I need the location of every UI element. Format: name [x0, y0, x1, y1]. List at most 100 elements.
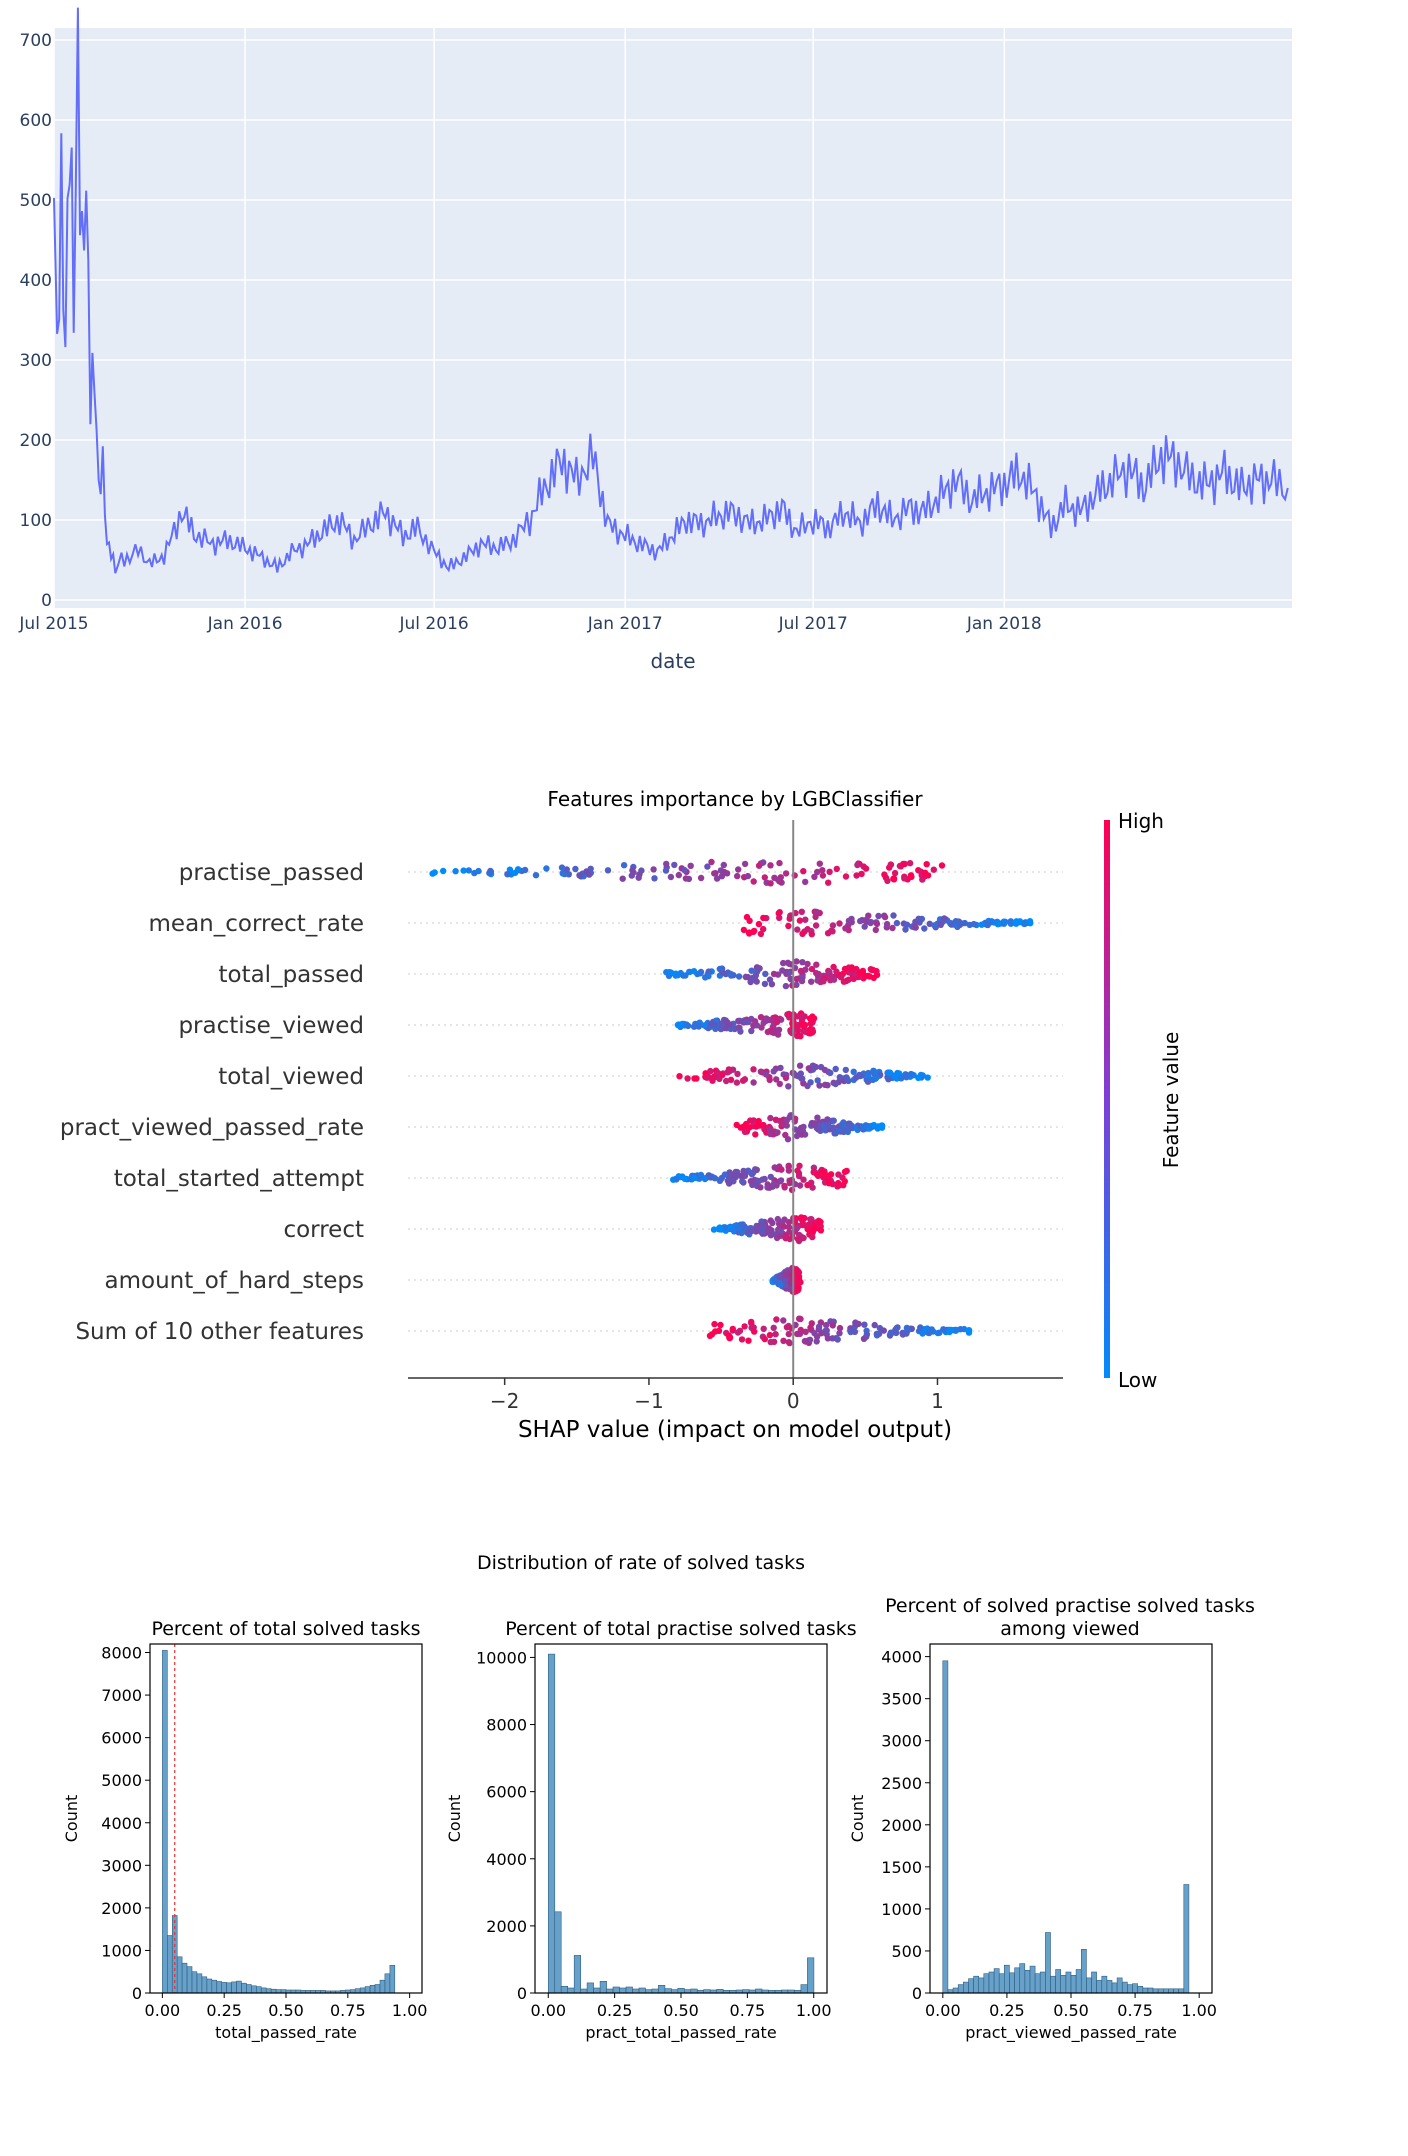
hist-bar — [176, 1956, 183, 1994]
y-tick-label: 8000 — [486, 1716, 527, 1735]
shap-chart: Features importance by LGBClassifier pra… — [60, 787, 1183, 1443]
hist-bar — [231, 1981, 237, 1994]
feature-label: practise_viewed — [178, 1013, 364, 1039]
shap-point — [808, 965, 816, 973]
y-tick-label: 1000 — [101, 1941, 142, 1960]
shap-point — [836, 920, 843, 927]
hist-bar — [1039, 1971, 1046, 1994]
shap-point — [912, 924, 919, 931]
hist-bar — [369, 1984, 376, 1994]
hist-bar — [1173, 1988, 1179, 1994]
shap-point — [830, 1117, 837, 1124]
hist-bar — [1024, 1969, 1031, 1994]
x-tick-label: 0.50 — [663, 2001, 699, 2020]
hist-bar — [374, 1984, 381, 1994]
hist-bar — [677, 1987, 685, 1994]
colorbar — [1104, 820, 1110, 1378]
shap-point — [799, 1221, 807, 1229]
y-tick-label: 2000 — [101, 1899, 142, 1918]
shap-point — [857, 1072, 864, 1080]
shap-point — [770, 1324, 777, 1331]
shap-point — [787, 912, 794, 920]
hist-bar — [1101, 1975, 1108, 1994]
hist-bar — [599, 1980, 607, 1994]
line-chart-panel: 0 100 200 300 400 500 600 700 Jul 2015 Jan 2016 J… — [0, 0, 1408, 700]
shap-point — [873, 1330, 880, 1338]
x-axis-label: pract_viewed_passed_rate — [965, 2023, 1177, 2043]
shap-point — [875, 912, 882, 920]
hist-bar — [957, 1984, 964, 1994]
hist-bar — [359, 1987, 366, 1994]
x-tick-label: 1 — [931, 1389, 944, 1413]
shap-point — [760, 1325, 767, 1332]
shap-point — [543, 865, 550, 872]
y-tick-label: 200 — [20, 431, 52, 451]
shap-point — [777, 1281, 784, 1288]
hist-bar — [1152, 1988, 1159, 1994]
shap-point — [773, 1316, 780, 1323]
shap-point — [681, 1175, 689, 1182]
subplot-title-line-1: Percent of solved practise solved tasks — [885, 1595, 1255, 1617]
shap-point — [889, 924, 896, 932]
shap-point — [860, 1123, 867, 1130]
shap-point — [697, 1171, 705, 1179]
hist-bar — [162, 1650, 168, 1994]
shap-point — [452, 868, 459, 875]
shap-point — [908, 1071, 915, 1078]
shap-point — [885, 1076, 892, 1083]
shap-point — [842, 925, 849, 932]
shap-point — [843, 1167, 850, 1175]
shap-point — [716, 965, 723, 973]
shap-point — [723, 870, 731, 877]
shap-point — [697, 874, 705, 882]
shap-point — [460, 867, 467, 874]
shap-point — [702, 974, 709, 981]
shap-point — [832, 1065, 839, 1073]
shap-point — [780, 1223, 788, 1230]
shap-point — [833, 865, 840, 873]
shap-point — [809, 1233, 816, 1241]
shap-point — [821, 1081, 829, 1088]
shap-point — [870, 1067, 877, 1074]
y-tick-label: 1500 — [881, 1858, 922, 1877]
shap-point — [901, 875, 908, 882]
shap-point — [816, 1082, 823, 1089]
shap-point — [815, 970, 822, 978]
hist-bar — [1096, 1980, 1102, 1994]
shap-point — [795, 1127, 802, 1135]
shap-point — [785, 1224, 793, 1231]
hist-bar — [983, 1973, 990, 1994]
shap-point — [767, 1173, 774, 1181]
hist-bar — [1106, 1980, 1113, 1994]
shap-point — [751, 1328, 758, 1335]
hist-bar — [364, 1986, 371, 1994]
shap-point — [926, 1329, 933, 1337]
shap-point — [800, 1022, 807, 1030]
shap-point — [902, 926, 909, 933]
shap-point — [802, 1328, 809, 1335]
shap-point — [777, 1228, 784, 1235]
shap-point — [893, 1329, 900, 1337]
shap-point — [793, 975, 800, 983]
shap-point — [572, 865, 579, 873]
shap-point — [938, 862, 946, 869]
shap-point — [926, 920, 933, 927]
y-tick-label: 2500 — [881, 1774, 922, 1793]
shap-point — [881, 913, 889, 921]
shap-point — [834, 1182, 842, 1189]
shap-point — [675, 871, 682, 879]
shap-point — [797, 967, 805, 975]
shap-point — [604, 867, 612, 874]
shap-point — [813, 1338, 820, 1345]
shap-point — [766, 1126, 773, 1134]
hist-bar — [968, 1978, 974, 1994]
y-tick-label: 2000 — [881, 1816, 922, 1835]
hist-bar — [586, 1982, 594, 1994]
shap-point — [759, 1223, 766, 1230]
shap-point — [798, 908, 805, 915]
hist-bar — [354, 1988, 361, 1994]
shap-point — [872, 926, 879, 934]
subplot-title: Percent of total solved tasks — [151, 1618, 420, 1640]
x-tick-label: 0.25 — [206, 2001, 242, 2020]
hist-bar — [1111, 1982, 1118, 1994]
